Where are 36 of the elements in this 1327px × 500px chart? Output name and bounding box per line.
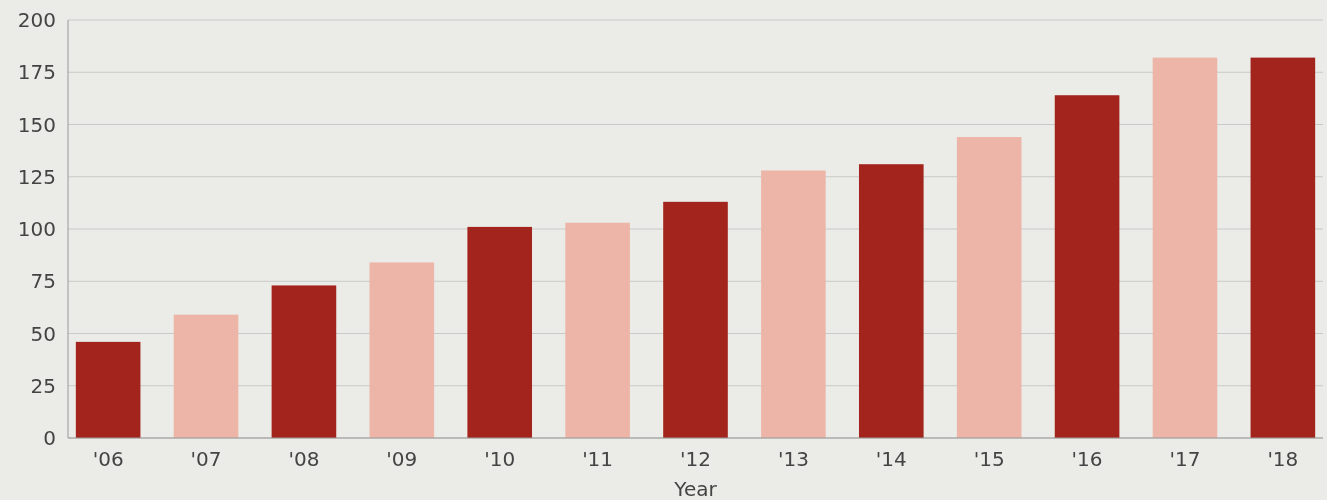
- bar: [1152, 57, 1218, 438]
- x-tick-label: '11: [582, 447, 614, 471]
- x-tick-label: '07: [190, 447, 222, 471]
- bar: [1054, 95, 1120, 438]
- bar: [467, 226, 533, 438]
- x-axis-title: Year: [673, 477, 718, 500]
- y-tick-label: 0: [43, 426, 56, 450]
- y-tick-label: 150: [17, 112, 56, 137]
- bar: [761, 170, 826, 438]
- bar: [271, 285, 337, 438]
- bar: [173, 314, 239, 438]
- bar: [1250, 57, 1316, 438]
- x-tick-label: '06: [92, 447, 124, 471]
- x-tick-label: '15: [973, 447, 1005, 471]
- bar: [956, 137, 1022, 438]
- y-tick-label: 100: [17, 217, 56, 241]
- x-tick-label: '18: [1267, 447, 1299, 471]
- bar: [75, 341, 141, 438]
- y-tick-label: 25: [30, 373, 56, 398]
- x-tick-label: '13: [777, 447, 809, 471]
- bar: [565, 222, 630, 438]
- x-tick-label: '17: [1169, 447, 1201, 471]
- bar: [858, 164, 924, 438]
- x-tick-label: '09: [386, 447, 418, 471]
- x-tick-label: '16: [1071, 447, 1103, 471]
- y-tick-label: 75: [30, 269, 56, 294]
- y-tick-label: 175: [17, 60, 56, 85]
- x-tick-label: '08: [288, 447, 320, 471]
- bar: [369, 262, 435, 438]
- y-tick-label: 125: [17, 164, 56, 189]
- y-tick-label: 200: [17, 8, 56, 32]
- x-tick-label: '10: [484, 447, 516, 471]
- x-tick-label: '14: [875, 447, 907, 471]
- y-tick-label: 50: [30, 321, 56, 346]
- bar: [663, 201, 728, 438]
- x-tick-label: '12: [680, 447, 711, 471]
